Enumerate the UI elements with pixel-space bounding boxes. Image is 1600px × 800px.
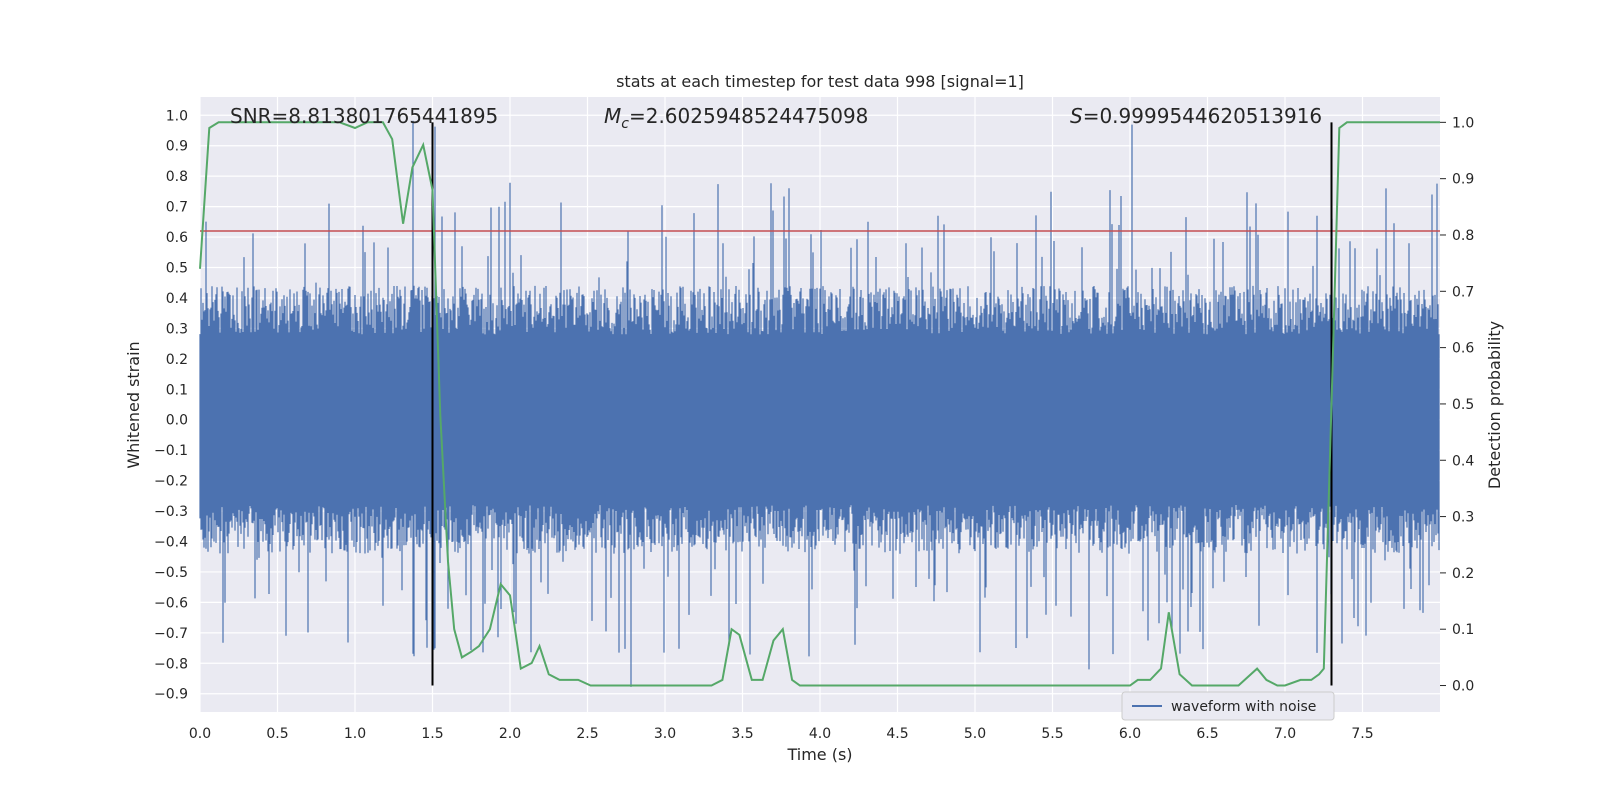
probability-line bbox=[199, 121, 1440, 687]
y-tick-label: −0.7 bbox=[154, 626, 188, 642]
y-tick-label: 0.2 bbox=[166, 352, 188, 368]
x-tick-label: 1.0 bbox=[344, 726, 366, 742]
waveform-path bbox=[199, 120, 1440, 687]
y-tick-label: −0.2 bbox=[154, 474, 188, 490]
mc-value: =2.6025948524475098 bbox=[629, 104, 868, 128]
y2-tick-label: 0.8 bbox=[1452, 228, 1474, 244]
y-tick-label: 0.0 bbox=[166, 413, 188, 429]
s-value: =0.9999544620513916 bbox=[1083, 104, 1322, 128]
x-tick-label: 3.0 bbox=[654, 726, 676, 742]
legend-label: waveform with noise bbox=[1171, 699, 1316, 715]
y-tick-label: 0.5 bbox=[166, 260, 188, 276]
y2-tick-label: 0.9 bbox=[1452, 172, 1474, 188]
y2-tick-label: 0.6 bbox=[1452, 341, 1474, 357]
x-tick-label: 3.5 bbox=[731, 726, 753, 742]
s-annotation: S=0.9999544620513916 bbox=[1070, 104, 1322, 128]
x-tick-label: 1.5 bbox=[421, 726, 443, 742]
y2-tick-label: 0.1 bbox=[1452, 622, 1474, 638]
x-tick-labels: 0.0 0.5 1.0 1.5 2.0 2.5 3.0 3.5 4.0 4.5 5.0 5.5 6.0 6… bbox=[189, 726, 1374, 742]
y2-axis-label: Detection probability bbox=[1485, 321, 1504, 489]
y-tick-label: −0.1 bbox=[154, 443, 188, 459]
y2-tick-label: 0.4 bbox=[1452, 453, 1474, 469]
waveform-series bbox=[199, 120, 1440, 687]
mc-symbol: M bbox=[604, 104, 621, 128]
x-tick-label: 0.0 bbox=[189, 726, 211, 742]
x-tick-label: 2.5 bbox=[576, 726, 598, 742]
y-tick-label: 0.3 bbox=[166, 321, 188, 337]
x-tick-label: 4.0 bbox=[809, 726, 831, 742]
x-tick-label: 6.0 bbox=[1119, 726, 1141, 742]
x-tick-label: 7.0 bbox=[1274, 726, 1296, 742]
x-tick-label: 0.5 bbox=[266, 726, 288, 742]
x-tick-label: 2.0 bbox=[499, 726, 521, 742]
y-tick-label: −0.6 bbox=[154, 595, 188, 611]
y-tick-label: 0.6 bbox=[166, 230, 188, 246]
y-tick-label: −0.4 bbox=[154, 535, 188, 551]
y-tick-label: 0.9 bbox=[166, 139, 188, 155]
y2-tick-label: 0.2 bbox=[1452, 566, 1474, 582]
y2-tick-label: 0.7 bbox=[1452, 284, 1474, 300]
mc-annotation: Mc=2.6025948524475098 bbox=[604, 104, 868, 132]
y-tick-labels: −0.9 −0.8 −0.7 −0.6 −0.5 −0.4 −0.3 −0.2 −0.1 0.0 0… bbox=[154, 108, 188, 702]
x-tick-label: 4.5 bbox=[886, 726, 908, 742]
y2-tick-label: 0.0 bbox=[1452, 679, 1474, 695]
legend-box bbox=[1121, 691, 1335, 721]
y2-tick-label: 0.5 bbox=[1452, 397, 1474, 413]
y2-tick-label: 0.3 bbox=[1452, 510, 1474, 526]
snr-annotation: SNR=8.813801765441895 bbox=[230, 104, 498, 128]
y-tick-label: 0.1 bbox=[166, 382, 188, 398]
x-tick-label: 6.5 bbox=[1196, 726, 1218, 742]
x-tick-label: 5.0 bbox=[964, 726, 986, 742]
y-axis-label: Whitened strain bbox=[124, 341, 143, 468]
x-axis-label: Time (s) bbox=[786, 745, 852, 764]
y-tick-label: 0.8 bbox=[166, 169, 188, 185]
y-tick-label: −0.8 bbox=[154, 656, 188, 672]
y2-tick-labels: 0.0 0.1 0.2 0.3 0.4 0.5 0.6 0.7 0.8 0.9 1.0 bbox=[1440, 115, 1474, 695]
y-tick-label: 0.7 bbox=[166, 200, 188, 216]
y-tick-label: −0.3 bbox=[154, 504, 188, 520]
x-tick-label: 7.5 bbox=[1351, 726, 1373, 742]
y2-tick-label: 1.0 bbox=[1452, 115, 1474, 131]
y-tick-label: 1.0 bbox=[166, 108, 188, 124]
chart-title: stats at each timestep for test data 998… bbox=[616, 72, 1024, 91]
y-tick-label: −0.9 bbox=[154, 687, 188, 703]
mc-subscript: c bbox=[621, 116, 629, 132]
y-tick-label: 0.4 bbox=[166, 291, 188, 307]
s-symbol: S bbox=[1070, 104, 1083, 128]
x-tick-label: 5.5 bbox=[1041, 726, 1063, 742]
y-tick-label: −0.5 bbox=[154, 565, 188, 581]
legend: waveform with noise bbox=[1121, 691, 1335, 721]
